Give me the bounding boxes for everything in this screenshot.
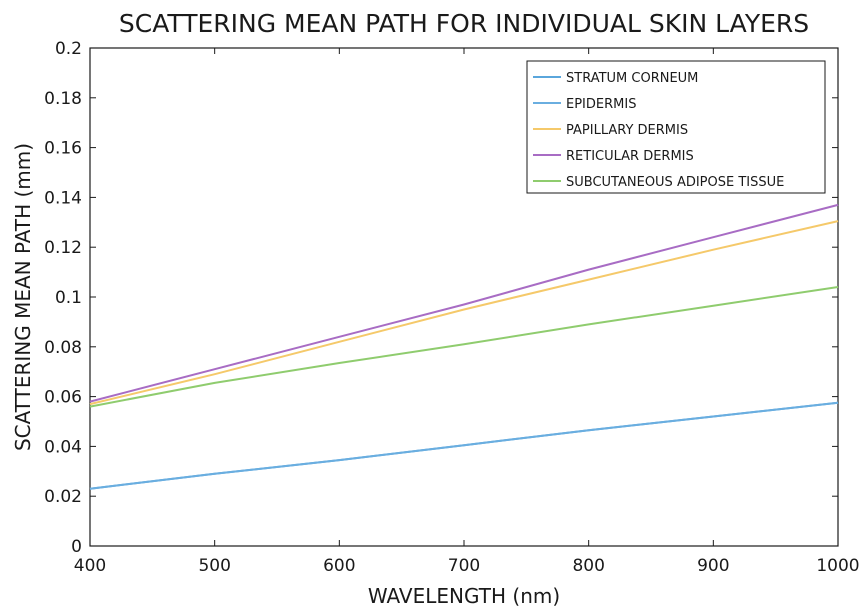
y-tick-label: 0.02 [44, 487, 82, 507]
series-line-1 [89, 401, 839, 490]
legend-label: SUBCUTANEOUS ADIPOSE TISSUE [566, 175, 784, 190]
y-tick-label: 0.04 [44, 437, 82, 457]
series-lines [89, 203, 839, 490]
x-tick-label: 900 [697, 556, 729, 576]
y-tick-label: 0.16 [44, 139, 82, 159]
legend-label: STRATUM CORNEUM [566, 71, 698, 86]
legend-box [526, 60, 826, 194]
legend-label: EPIDERMIS [566, 97, 636, 112]
y-tick-label: 0.14 [44, 188, 82, 208]
legend: STRATUM CORNEUM EPIDERMIS PAPILLARY DERMIS… [526, 60, 826, 194]
y-tick-label: 0.2 [55, 39, 82, 59]
y-axis-label: SCATTERING MEAN PATH (mm) [11, 143, 35, 451]
chart-title: SCATTERING MEAN PATH FOR INDIVIDUAL SKIN… [119, 9, 809, 38]
y-tick-label: 0.08 [44, 338, 82, 358]
legend-label: PAPILLARY DERMIS [566, 123, 688, 138]
y-tick-label: 0.12 [44, 238, 82, 258]
y-axis: 0 0.02 0.04 0.06 0.08 0.1 0.12 0.14 0.16 0.18 0.2 [44, 39, 838, 557]
y-tick-label: 0.06 [44, 388, 82, 408]
series-line-4 [89, 286, 839, 408]
y-tick-label: 0.1 [55, 288, 82, 308]
legend-label: RETICULAR DERMIS [566, 149, 694, 164]
y-tick-label: 0 [71, 537, 82, 557]
x-tick-label: 600 [323, 556, 355, 576]
x-tick-label: 800 [572, 556, 604, 576]
x-axis-label: WAVELENGTH (nm) [368, 584, 560, 608]
series-line-3 [89, 203, 839, 403]
x-tick-label: 1000 [816, 556, 859, 576]
x-tick-label: 500 [198, 556, 230, 576]
x-tick-label: 700 [448, 556, 480, 576]
x-axis: 400 500 600 700 800 900 1000 [74, 48, 860, 576]
x-tick-label: 400 [74, 556, 106, 576]
y-tick-label: 0.18 [44, 89, 82, 109]
series-line-2 [89, 220, 839, 406]
